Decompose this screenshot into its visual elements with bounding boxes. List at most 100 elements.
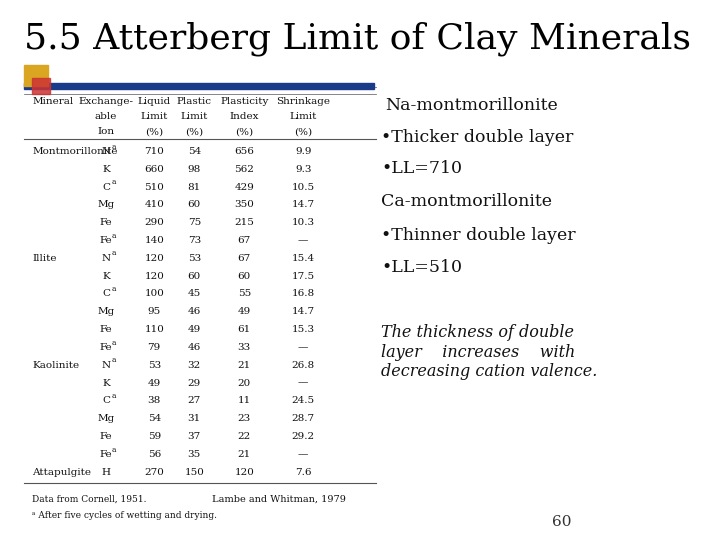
Text: 53: 53 — [188, 254, 201, 263]
Text: 120: 120 — [144, 272, 164, 281]
Text: Shrinkage: Shrinkage — [276, 97, 330, 106]
Text: 20: 20 — [238, 379, 251, 388]
Text: 54: 54 — [188, 147, 201, 156]
Text: 9.3: 9.3 — [295, 165, 312, 174]
Text: 29.2: 29.2 — [292, 432, 315, 441]
Text: 14.7: 14.7 — [292, 200, 315, 210]
Text: Exchange-: Exchange- — [78, 97, 133, 106]
Text: 656: 656 — [235, 147, 254, 156]
Text: Na-montmorillonite: Na-montmorillonite — [386, 97, 558, 114]
Text: a: a — [112, 178, 117, 186]
Text: (%): (%) — [185, 127, 203, 137]
Text: 21: 21 — [238, 361, 251, 370]
Text: a: a — [112, 392, 117, 400]
Text: 95: 95 — [148, 307, 161, 316]
Text: Ca-montmorillonite: Ca-montmorillonite — [382, 193, 552, 210]
Text: 49: 49 — [148, 379, 161, 388]
Text: 21: 21 — [238, 450, 251, 459]
Text: ᵃ After five cycles of wetting and drying.: ᵃ After five cycles of wetting and dryin… — [32, 511, 217, 520]
Text: 60: 60 — [188, 272, 201, 281]
Text: a: a — [112, 285, 117, 293]
Text: 150: 150 — [184, 468, 204, 477]
Text: 350: 350 — [235, 200, 254, 210]
Text: N: N — [102, 361, 111, 370]
Text: Mg: Mg — [97, 414, 114, 423]
Text: 79: 79 — [148, 343, 161, 352]
Text: —: — — [298, 343, 308, 352]
Text: N: N — [102, 147, 111, 156]
Text: 410: 410 — [144, 200, 164, 210]
Text: 67: 67 — [238, 254, 251, 263]
Text: 46: 46 — [188, 343, 201, 352]
Text: •Thinner double layer: •Thinner double layer — [382, 227, 576, 244]
Text: C: C — [102, 289, 110, 299]
Text: 33: 33 — [238, 343, 251, 352]
Text: 660: 660 — [144, 165, 164, 174]
Text: 45: 45 — [188, 289, 201, 299]
Text: 60: 60 — [188, 200, 201, 210]
Text: 429: 429 — [235, 183, 254, 192]
Text: Mineral: Mineral — [32, 97, 73, 106]
Text: 5.5 Atterberg Limit of Clay Minerals: 5.5 Atterberg Limit of Clay Minerals — [24, 22, 690, 56]
Text: 37: 37 — [188, 432, 201, 441]
Text: Montmorillonite: Montmorillonite — [32, 147, 118, 156]
Text: 7.6: 7.6 — [295, 468, 312, 477]
Text: Limit: Limit — [289, 112, 317, 122]
Text: •LL=710: •LL=710 — [382, 160, 462, 177]
Text: 10.5: 10.5 — [292, 183, 315, 192]
Text: 24.5: 24.5 — [292, 396, 315, 406]
Text: 26.8: 26.8 — [292, 361, 315, 370]
Text: Limit: Limit — [140, 112, 168, 122]
Text: Ion: Ion — [97, 127, 114, 137]
Text: 81: 81 — [188, 183, 201, 192]
Text: 35: 35 — [188, 450, 201, 459]
Text: Fe: Fe — [99, 432, 112, 441]
Text: 55: 55 — [238, 289, 251, 299]
Text: (%): (%) — [294, 127, 312, 137]
Text: N: N — [102, 254, 111, 263]
Text: Illite: Illite — [32, 254, 57, 263]
Text: 10.3: 10.3 — [292, 218, 315, 227]
Text: 17.5: 17.5 — [292, 272, 315, 281]
Text: Lambe and Whitman, 1979: Lambe and Whitman, 1979 — [212, 495, 346, 504]
Text: H: H — [102, 468, 110, 477]
Text: 54: 54 — [148, 414, 161, 423]
Text: Attapulgite: Attapulgite — [32, 468, 91, 477]
Text: 110: 110 — [144, 325, 164, 334]
Text: 120: 120 — [144, 254, 164, 263]
Text: Fe: Fe — [99, 325, 112, 334]
Text: 9.9: 9.9 — [295, 147, 312, 156]
Text: The thickness of double
layer    increases    with
decreasing cation valence.: The thickness of double layer increases … — [382, 324, 598, 380]
Text: 100: 100 — [144, 289, 164, 299]
Text: 28.7: 28.7 — [292, 414, 315, 423]
Text: 75: 75 — [188, 218, 201, 227]
Text: —: — — [298, 236, 308, 245]
Text: C: C — [102, 183, 110, 192]
Text: 38: 38 — [148, 396, 161, 406]
Text: 562: 562 — [235, 165, 254, 174]
Text: 46: 46 — [188, 307, 201, 316]
Text: 60: 60 — [238, 272, 251, 281]
Text: Mg: Mg — [97, 200, 114, 210]
Text: 49: 49 — [238, 307, 251, 316]
Text: Limit: Limit — [181, 112, 208, 122]
Text: 510: 510 — [144, 183, 164, 192]
Text: 56: 56 — [148, 450, 161, 459]
Text: Mg: Mg — [97, 307, 114, 316]
Text: K: K — [102, 379, 110, 388]
Text: Fe: Fe — [99, 450, 112, 459]
Text: a: a — [112, 143, 117, 151]
Text: 15.4: 15.4 — [292, 254, 315, 263]
Text: a: a — [112, 356, 117, 365]
Text: K: K — [102, 165, 110, 174]
Text: 16.8: 16.8 — [292, 289, 315, 299]
Text: Index: Index — [230, 112, 259, 122]
Text: 22: 22 — [238, 432, 251, 441]
Text: 23: 23 — [238, 414, 251, 423]
Text: 15.3: 15.3 — [292, 325, 315, 334]
Text: 53: 53 — [148, 361, 161, 370]
Text: a: a — [112, 232, 117, 240]
Text: 67: 67 — [238, 236, 251, 245]
Text: 32: 32 — [188, 361, 201, 370]
Text: 140: 140 — [144, 236, 164, 245]
